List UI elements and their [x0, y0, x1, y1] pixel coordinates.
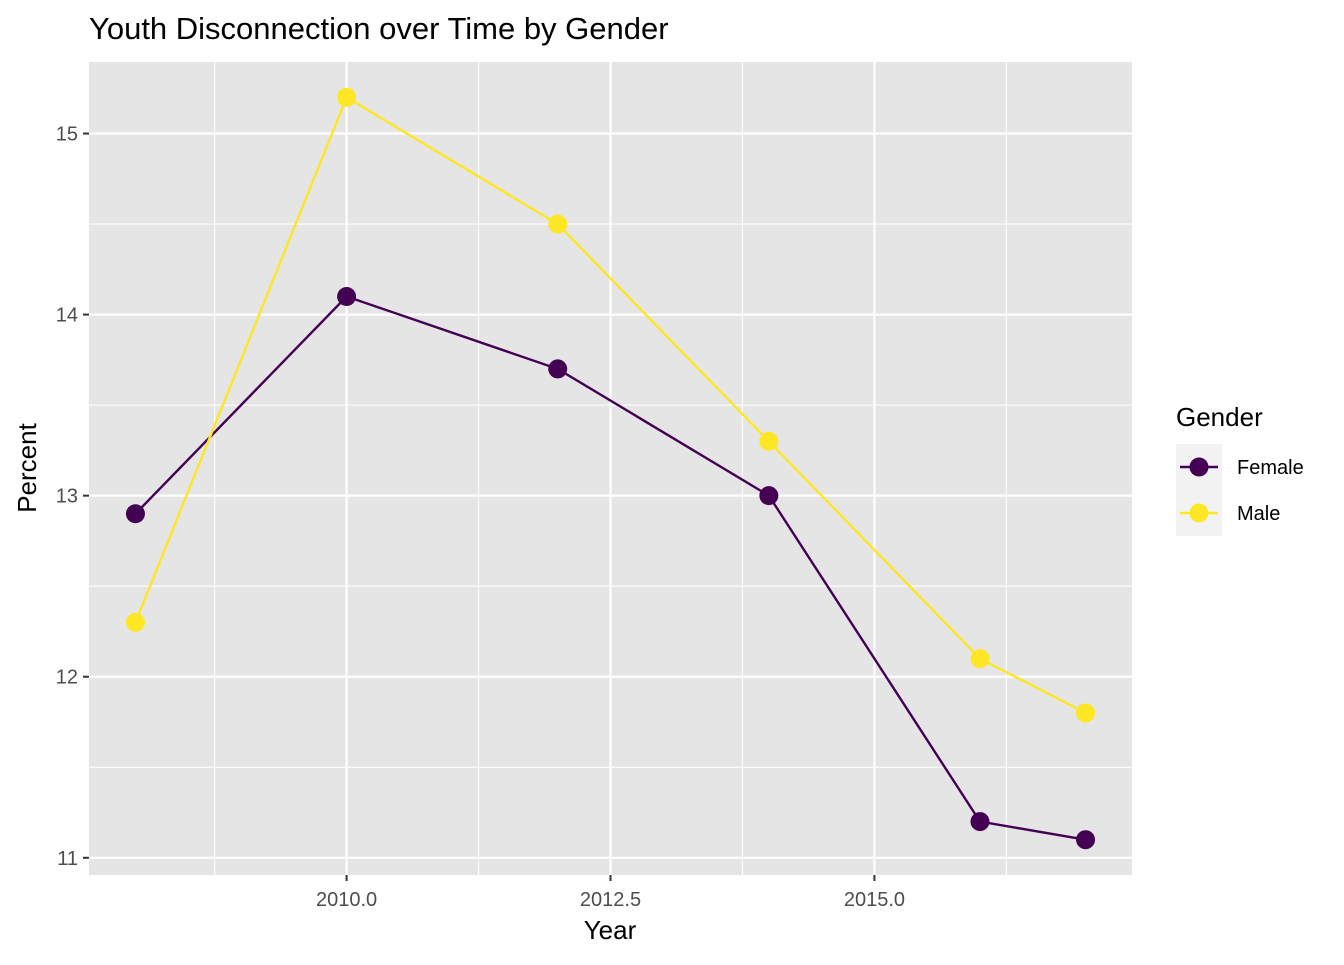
y-axis-label: Percent — [12, 422, 42, 512]
data-point — [1076, 703, 1096, 723]
data-point — [1076, 830, 1096, 850]
x-axis: 2010.0 2012.5 2015.0 — [316, 875, 905, 911]
series-line — [134, 95, 1087, 715]
y-tick-label: 11 — [57, 848, 78, 870]
x-tick-label: 2010.0 — [316, 889, 377, 911]
series-male — [125, 87, 1096, 723]
series-line — [134, 295, 1086, 841]
x-tick-label: 2012.5 — [580, 889, 641, 911]
legend-item-male: Male — [1180, 503, 1280, 525]
data-point — [548, 359, 568, 379]
legend: Gender Female Male — [1176, 402, 1304, 536]
data-point — [759, 486, 779, 506]
series-layer — [125, 87, 1096, 850]
data-point — [970, 649, 990, 669]
major-gridlines — [89, 62, 1132, 875]
legend-label: Female — [1237, 457, 1304, 479]
x-tick-label: 2015.0 — [844, 889, 905, 911]
series-female — [125, 286, 1096, 850]
y-axis: 11 12 13 14 15 — [56, 124, 89, 870]
y-tick-label: 15 — [56, 124, 78, 146]
y-tick-label: 14 — [56, 305, 78, 327]
legend-label: Male — [1237, 503, 1280, 525]
data-point — [970, 812, 990, 832]
y-tick-label: 13 — [56, 486, 78, 508]
legend-title: Gender — [1176, 402, 1263, 432]
y-tick-label: 12 — [56, 667, 78, 689]
chart-title: Youth Disconnection over Time by Gender — [89, 11, 669, 46]
legend-key-point — [1189, 457, 1209, 477]
data-point — [125, 612, 145, 632]
data-point — [548, 214, 568, 234]
legend-key-point — [1189, 503, 1209, 523]
data-point — [125, 504, 145, 524]
data-point — [759, 431, 779, 451]
legend-item-female: Female — [1180, 457, 1304, 479]
x-axis-label: Year — [584, 915, 637, 945]
data-point — [337, 87, 357, 107]
data-point — [337, 286, 357, 306]
